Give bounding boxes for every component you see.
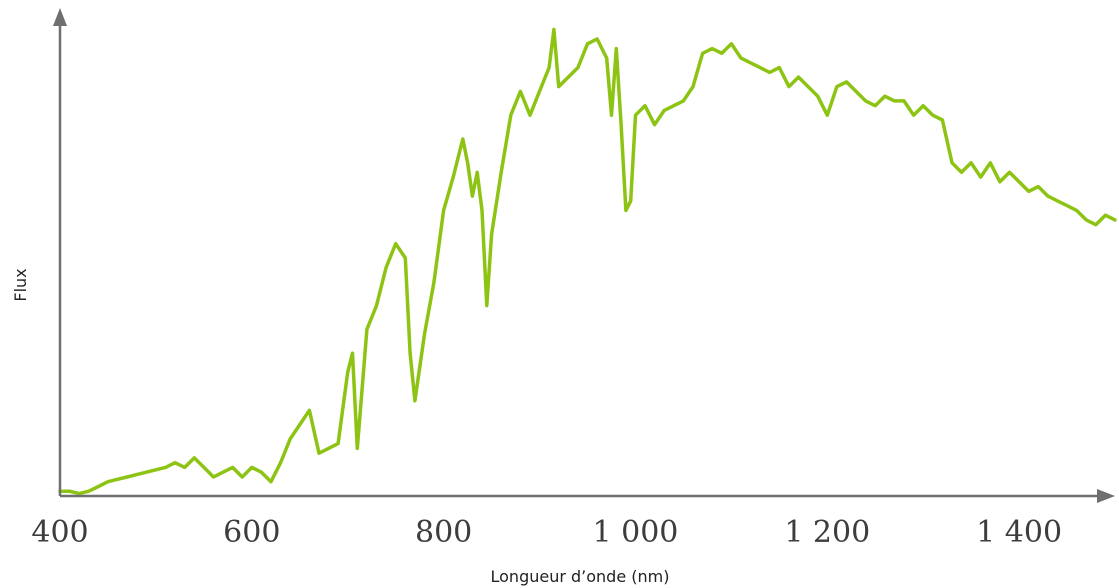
x-tick-label: 1 400	[976, 515, 1062, 550]
y-axis-title: Flux	[11, 268, 30, 301]
x-tick-label: 1 000	[593, 515, 679, 550]
x-axis-arrow-icon	[1097, 489, 1115, 503]
x-tick-label: 400	[31, 515, 88, 550]
x-tick-label: 800	[415, 515, 472, 550]
x-tick-labels: 400 600 800 1 000 1 200 1 400	[31, 515, 1062, 550]
x-axis-title: Longueur d’onde (nm)	[491, 567, 670, 586]
spectrum-series-line-0	[58, 27, 1117, 496]
plot-area	[58, 27, 1117, 496]
x-tick-label: 600	[223, 515, 280, 550]
y-axis-arrow-icon	[53, 8, 67, 26]
x-tick-label: 1 200	[784, 515, 870, 550]
